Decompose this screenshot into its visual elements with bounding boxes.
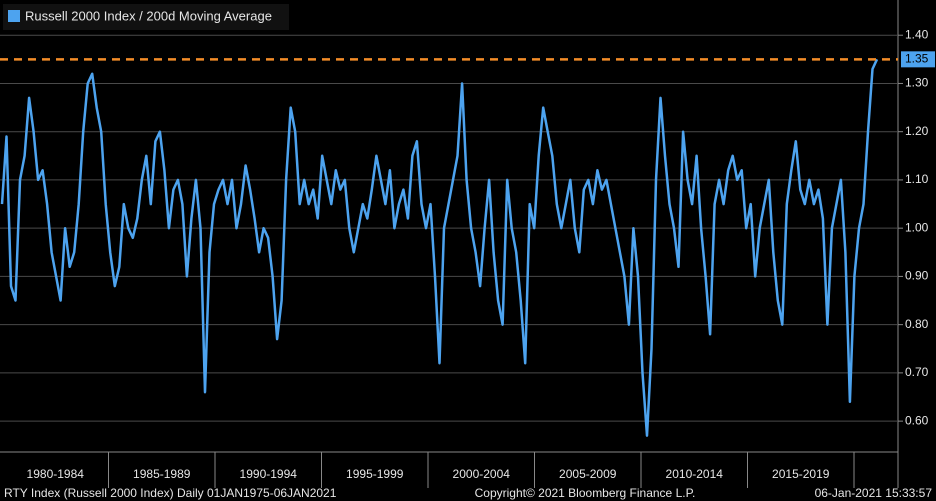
x-tick-label: 2010-2014 — [666, 467, 724, 481]
y-tick-label: 1.00 — [905, 220, 929, 234]
y-tick-label: 0.60 — [905, 413, 929, 427]
x-tick-label: 2005-2009 — [559, 467, 617, 481]
x-tick-label: 1985-1989 — [133, 467, 191, 481]
legend-label: Russell 2000 Index / 200d Moving Average — [25, 8, 272, 23]
footer-right: 06-Jan-2021 15:33:57 — [815, 486, 933, 500]
legend-swatch — [8, 10, 20, 22]
reference-label: 1.35 — [905, 52, 929, 66]
x-tick-label: 1995-1999 — [346, 467, 404, 481]
y-tick-label: 0.90 — [905, 269, 929, 283]
y-tick-label: 1.10 — [905, 172, 929, 186]
footer-left: RTY Index (Russell 2000 Index) Daily 01J… — [4, 486, 337, 500]
legend-box — [3, 4, 289, 30]
reference-label-box — [901, 51, 935, 68]
footer-center: Copyright© 2021 Bloomberg Finance L.P. — [475, 486, 696, 500]
y-tick-label: 0.80 — [905, 317, 929, 331]
x-tick-label: 1980-1984 — [27, 467, 85, 481]
data-line — [0, 58, 879, 437]
y-tick-label: 1.40 — [905, 27, 929, 41]
y-tick-label: 1.20 — [905, 124, 929, 138]
y-tick-label: 1.30 — [905, 76, 929, 90]
y-tick-label: 0.70 — [905, 365, 929, 379]
x-axis-band — [0, 452, 898, 488]
x-tick-label: 2015-2019 — [772, 467, 830, 481]
x-tick-label: 2000-2004 — [453, 467, 511, 481]
x-tick-label: 1990-1994 — [240, 467, 298, 481]
